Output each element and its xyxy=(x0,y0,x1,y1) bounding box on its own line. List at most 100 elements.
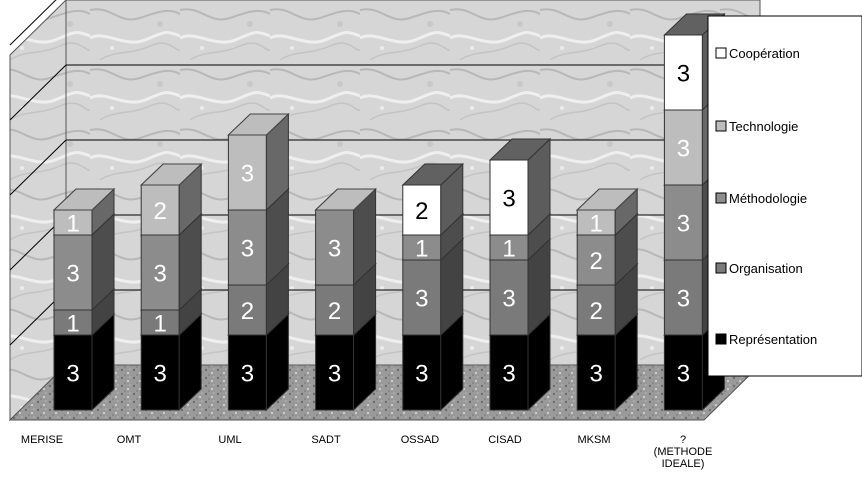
legend-item: Coopération xyxy=(715,46,800,61)
data-label: 2 xyxy=(415,198,428,225)
bar-front xyxy=(489,159,529,236)
data-label: 1 xyxy=(415,236,428,263)
x-tick-label: MKSM xyxy=(578,434,611,446)
data-label: 3 xyxy=(677,286,690,313)
legend-label: Coopération xyxy=(729,46,800,61)
bar-top xyxy=(401,163,465,186)
gridline-left xyxy=(9,139,67,196)
bar-front xyxy=(576,284,616,336)
data-label: 3 xyxy=(415,286,428,313)
x-tick-label: OSSAD xyxy=(401,434,440,446)
gridline-left xyxy=(9,64,67,121)
data-label: 1 xyxy=(502,236,515,263)
legend-swatch xyxy=(715,120,727,132)
data-label: 3 xyxy=(241,236,254,263)
data-label: 3 xyxy=(590,361,603,388)
empty-bar-base xyxy=(52,188,116,211)
data-label: 2 xyxy=(590,248,603,275)
bar-top xyxy=(488,138,552,161)
data-label: 3 xyxy=(241,161,254,188)
data-label: 3 xyxy=(66,361,79,388)
legend-box xyxy=(707,15,862,377)
bar-front xyxy=(227,284,267,336)
data-label: 3 xyxy=(677,136,690,163)
data-label: 2 xyxy=(154,198,167,225)
data-label: 1 xyxy=(590,211,603,238)
x-tick-label: SADT xyxy=(311,434,341,446)
legend-item: Organisation xyxy=(715,261,803,276)
legend-label: Organisation xyxy=(729,261,803,276)
data-label: 2 xyxy=(241,298,254,325)
bar-front xyxy=(663,334,703,411)
empty-bar-base xyxy=(139,163,203,186)
x-tick-label: MERISE xyxy=(21,434,63,446)
bar-front xyxy=(663,184,703,261)
legend-swatch xyxy=(715,262,727,274)
bar-front xyxy=(315,334,355,411)
gridline-left xyxy=(9,0,57,46)
bar-segment: 2 xyxy=(401,162,465,237)
bar-segment: 3 xyxy=(488,137,552,237)
bar-front xyxy=(489,334,529,411)
legend-swatch xyxy=(715,192,727,204)
x-tick-label: CISAD xyxy=(488,434,522,446)
bar-front xyxy=(663,259,703,336)
legend-item: Technologie xyxy=(715,119,798,134)
data-label: 1 xyxy=(66,311,79,338)
bar-front xyxy=(402,334,442,411)
data-label: 3 xyxy=(66,261,79,288)
legend-swatch xyxy=(715,47,727,59)
bar-front xyxy=(576,234,616,286)
x-tick-label: OMT xyxy=(117,434,142,446)
legend-swatch xyxy=(715,333,727,345)
bar-front xyxy=(402,184,442,236)
data-label: 3 xyxy=(154,361,167,388)
data-label: 3 xyxy=(328,361,341,388)
bar-front xyxy=(663,34,703,111)
data-label: 3 xyxy=(677,211,690,238)
bars: 3 1 3 1 3 1 3 2 3 2 3 3 3 2 3 3 3 1 2 3 3 1 3 3 2 2 1 3 3 3 3 3 xyxy=(52,12,726,412)
data-label: 3 xyxy=(415,361,428,388)
chart-walls xyxy=(8,0,762,422)
data-label: 2 xyxy=(328,298,341,325)
data-label: 3 xyxy=(502,186,515,213)
data-label: 1 xyxy=(66,211,79,238)
legend: Coopération Technologie Méthodologie Organi… xyxy=(707,15,862,377)
empty-bar-base xyxy=(227,113,290,136)
legend-item: Méthodologie xyxy=(715,191,807,206)
data-label: 2 xyxy=(590,298,603,325)
data-label: 1 xyxy=(154,311,167,338)
bar-front xyxy=(489,259,529,336)
floor xyxy=(8,364,762,421)
data-label: 3 xyxy=(677,361,690,388)
bar-segment xyxy=(575,188,639,211)
bar-segment xyxy=(227,113,290,136)
bar-front xyxy=(663,109,703,186)
data-label: 3 xyxy=(502,286,515,313)
bar-front xyxy=(140,234,180,311)
data-label: 3 xyxy=(328,236,341,263)
data-label: 3 xyxy=(154,261,167,288)
legend-label: Technologie xyxy=(729,119,798,134)
bar-front xyxy=(227,209,267,286)
bar-segment xyxy=(52,188,116,211)
data-label: 3 xyxy=(241,361,254,388)
bar-segment xyxy=(314,188,377,211)
data-label: 3 xyxy=(502,361,515,388)
bar-front xyxy=(53,209,93,236)
x-axis-labels: MERISE OMT UML SADT OSSAD CISAD MKSM ? (METHODE I… xyxy=(21,434,712,470)
bar-front xyxy=(53,309,93,336)
x-tick-label: UML xyxy=(218,434,241,446)
empty-bar-base xyxy=(575,188,639,211)
bar-segment xyxy=(139,163,203,186)
bar-front xyxy=(315,209,355,286)
bar-front xyxy=(53,334,93,411)
empty-bar-base xyxy=(314,188,377,211)
legend-label: Représentation xyxy=(729,332,817,347)
data-label: 3 xyxy=(677,61,690,88)
legend-item: Représentation xyxy=(715,332,817,347)
legend-label: Méthodologie xyxy=(729,191,807,206)
x-tick-label: ? (METHODE IDEALE) xyxy=(654,434,713,470)
bar-front xyxy=(227,134,267,211)
